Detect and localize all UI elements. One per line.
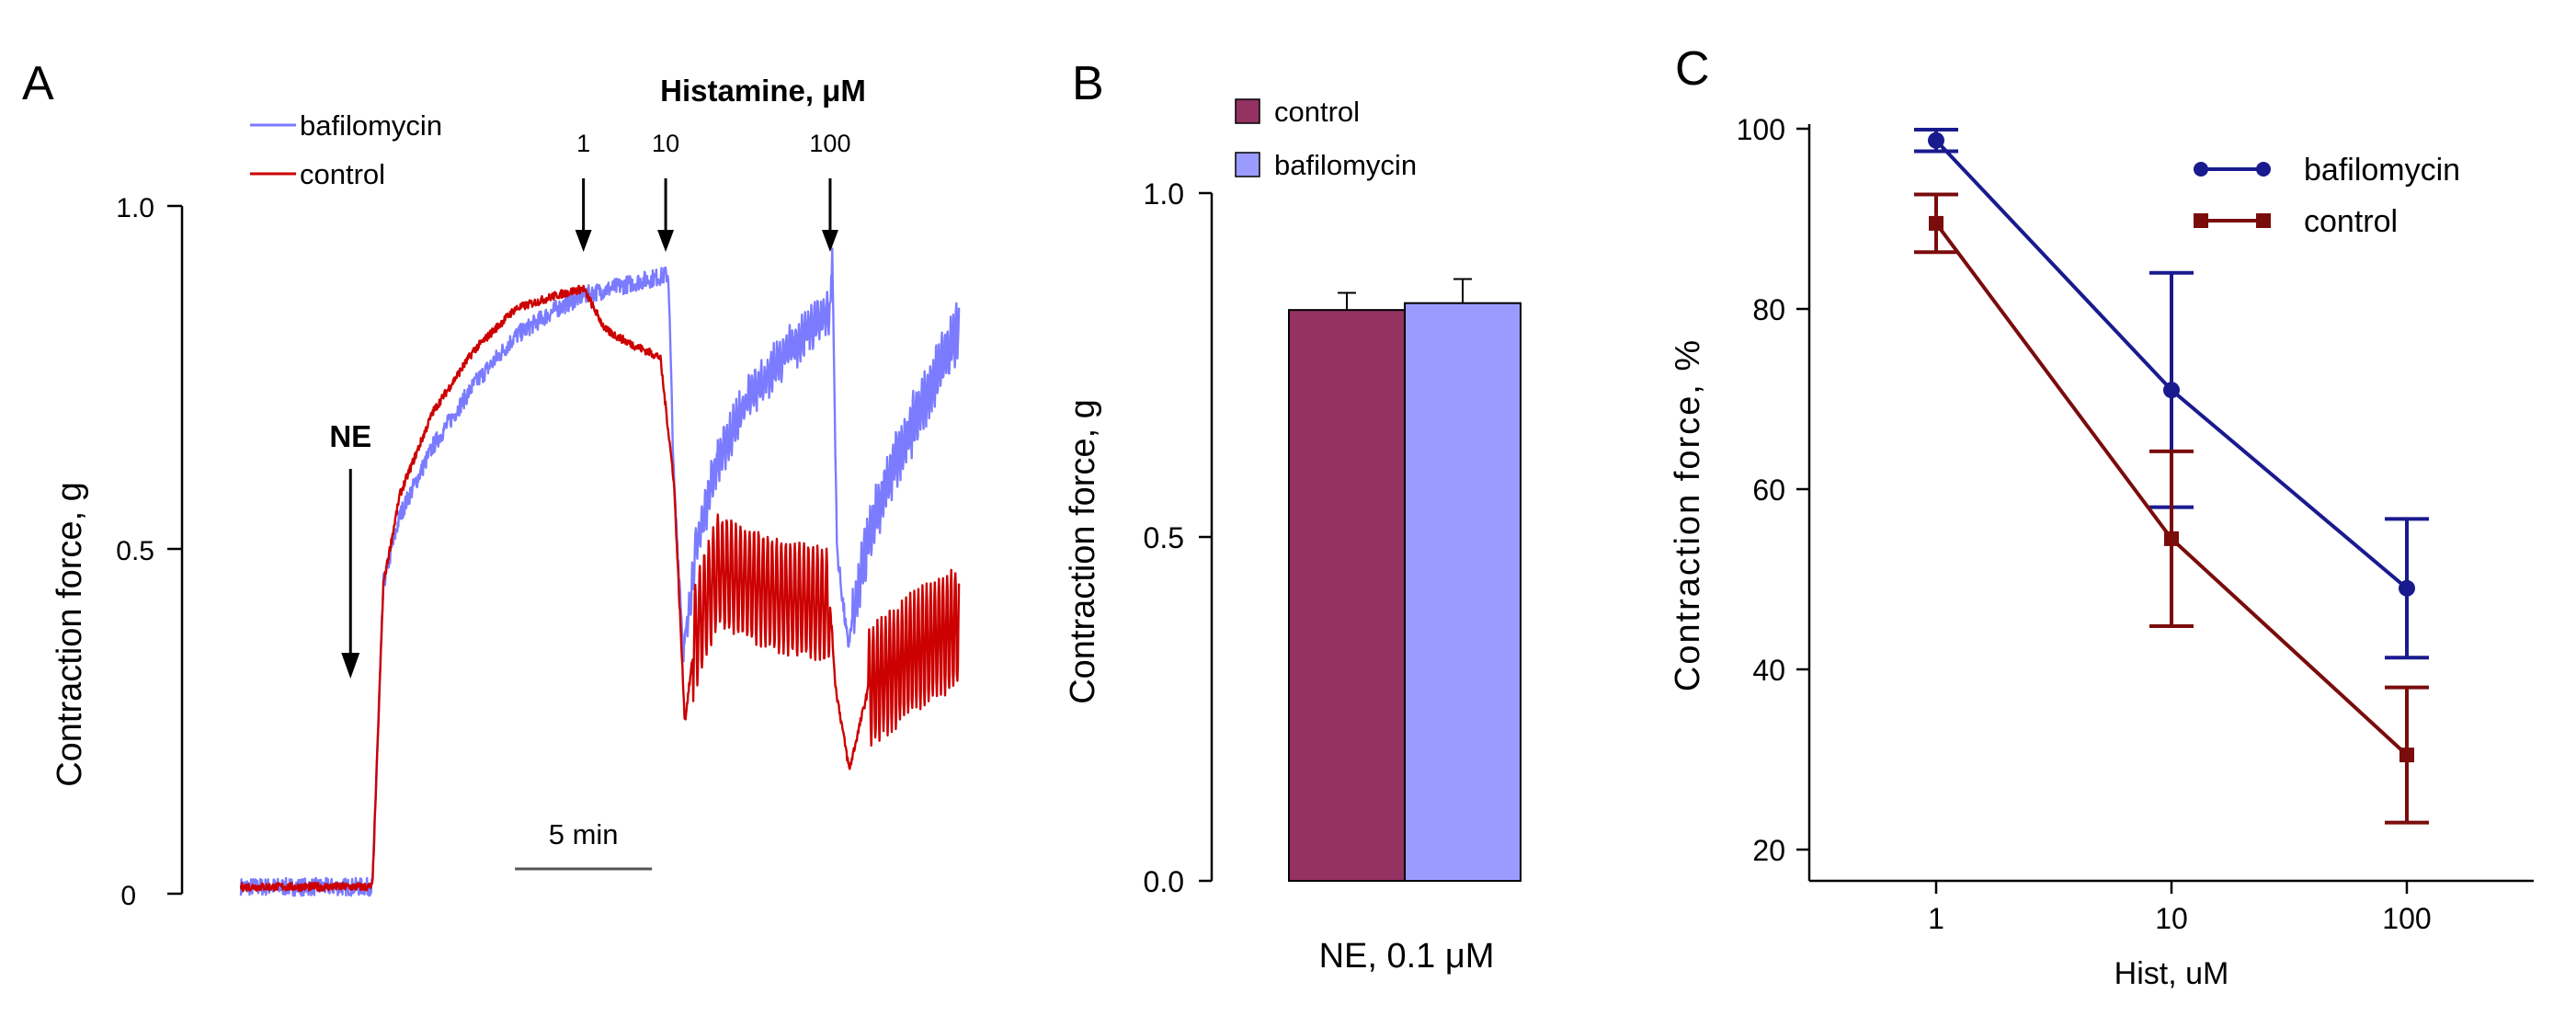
panel-c-y-tick-label-100: 100 xyxy=(1737,113,1785,146)
dose-arrow-head xyxy=(575,230,592,252)
legend-marker-bafilomycin-right xyxy=(2256,162,2271,177)
point-bafilomycin xyxy=(2163,382,2180,399)
error-bar-control xyxy=(1338,291,1356,311)
bar-control xyxy=(1288,309,1406,883)
dose-arrow-head xyxy=(657,230,675,252)
bar-bafilomycin xyxy=(1404,302,1522,882)
panel-a-y-tick-label-0: 0 xyxy=(120,881,136,911)
histamine-dose-100: 100 xyxy=(809,130,850,252)
panel-b-x-axis-label: NE, 0.1 μM xyxy=(1319,937,1495,976)
panel-a-y-axis-label: Contraction force, g xyxy=(51,482,89,787)
ne-label: NE xyxy=(329,419,371,453)
ne-arrow xyxy=(341,469,360,679)
panel-c-letter: C xyxy=(1675,42,1710,96)
panel-b-y-axis-label: Contraction force, g xyxy=(1064,399,1102,704)
point-bafilomycin xyxy=(2399,579,2415,597)
scale-bar-label: 5 min xyxy=(549,818,619,850)
legend-label-control-bar: control xyxy=(1274,96,1360,128)
panel-c-x-tick-label-100: 100 xyxy=(2382,902,2431,935)
panel-c-y-axis-label: Contraction force, % xyxy=(1669,338,1707,691)
panel-b-y-tick-label-1: 0.5 xyxy=(1144,521,1184,554)
legend-marker-control-left xyxy=(2194,213,2208,228)
panel-c-x-tick-label-1: 1 xyxy=(1928,902,1944,935)
ne-arrow-head xyxy=(341,653,360,679)
legend-swatch-control-bar xyxy=(1235,98,1260,124)
dose-label-1: 1 xyxy=(576,130,590,157)
panel-c-legend: bafilomycin control xyxy=(2194,153,2460,239)
panel-a-legend: bafilomycin control xyxy=(250,109,442,190)
legend-marker-control-right xyxy=(2256,213,2271,228)
panel-a-y-tick-label-1: 0.5 xyxy=(116,536,154,566)
panel-a-annotations: NE Histamine, μM 1 10 100 5 min xyxy=(329,74,866,871)
panel-c-y-tick-label-60: 60 xyxy=(1752,474,1785,507)
histamine-dose-10: 10 xyxy=(652,130,679,252)
panel-b-letter: B xyxy=(1072,57,1104,110)
panel-b-bars xyxy=(1288,278,1522,883)
point-control xyxy=(2164,531,2179,546)
dose-label-10: 10 xyxy=(652,130,679,157)
point-bafilomycin xyxy=(1928,131,1944,149)
panel-b-y-tick-label-2: 1.0 xyxy=(1144,177,1184,211)
panel-a-letter: A xyxy=(22,57,54,110)
panel-c-y-tick-label-20: 20 xyxy=(1752,834,1785,867)
point-control xyxy=(1929,215,1943,231)
panel-a-y-tick-label-2: 1.0 xyxy=(116,193,154,223)
dose-label-100: 100 xyxy=(809,130,850,157)
legend-marker-bafilomycin-left xyxy=(2194,162,2208,177)
panel-b-legend: control bafilomycin xyxy=(1235,96,1417,181)
panel-a-y-axis: 0 0.5 1.0 xyxy=(116,193,184,911)
trace-bafilomycin xyxy=(239,247,961,897)
panel-b-y-tick-label-0: 0.0 xyxy=(1144,865,1184,898)
panel-a: A Contraction force, g 0 0.5 1.0 bafilom… xyxy=(22,57,961,911)
trace-control xyxy=(239,284,961,893)
histamine-label: Histamine, μM xyxy=(660,74,866,108)
panel-c-y-tick-label-80: 80 xyxy=(1752,293,1785,326)
legend-label-control-c: control xyxy=(2304,204,2398,239)
panel-c-x-axis-label: Hist, uM xyxy=(2114,956,2229,991)
point-control xyxy=(2399,748,2414,763)
dose-arrow-head xyxy=(821,230,838,252)
panel-c-series xyxy=(1914,127,2429,825)
panel-b: B Contraction force, g control bafilomyc… xyxy=(1064,57,1522,976)
scale-bar: 5 min xyxy=(515,818,653,871)
panel-c: C Contraction force, % 20 40 60 80 100 1… xyxy=(1669,42,2534,991)
legend-label-bafilomycin-c: bafilomycin xyxy=(2304,153,2460,188)
histamine-dose-1: 1 xyxy=(575,130,592,252)
legend-label-control: control xyxy=(300,158,385,190)
panel-c-x-tick-label-10: 10 xyxy=(2155,902,2188,935)
panel-c-axes: 20 40 60 80 100 1 10 100 xyxy=(1737,113,2534,935)
panel-b-y-axis: 0.0 0.5 1.0 xyxy=(1144,177,1214,898)
legend-label-bafilomycin: bafilomycin xyxy=(300,109,442,142)
legend-swatch-bafilomycin-bar xyxy=(1235,152,1260,177)
legend-label-bafilomycin-bar: bafilomycin xyxy=(1274,149,1417,181)
panel-c-y-tick-label-40: 40 xyxy=(1752,654,1785,687)
error-bar-bafilomycin xyxy=(1453,278,1472,303)
panel-a-traces xyxy=(239,247,961,897)
